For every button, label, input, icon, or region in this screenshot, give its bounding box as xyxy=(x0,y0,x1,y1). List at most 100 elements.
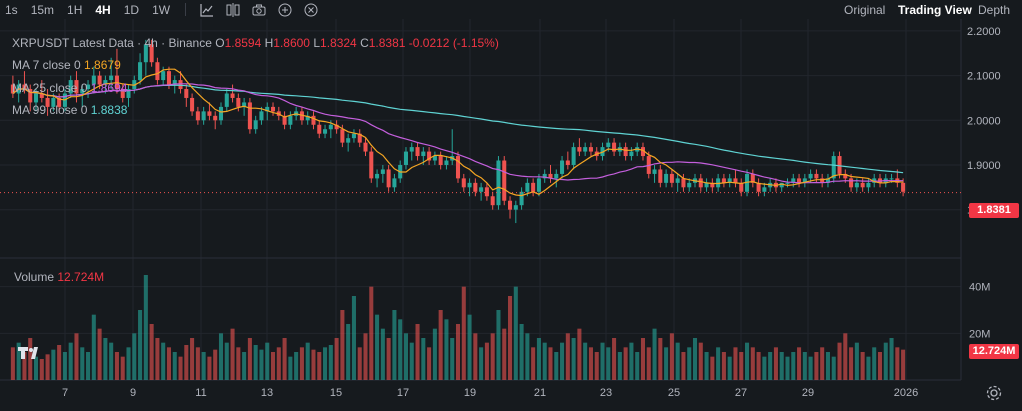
candle-body xyxy=(612,142,617,152)
volume-bar xyxy=(901,349,906,380)
open-value: 1.8594 xyxy=(224,36,262,50)
candle-body xyxy=(33,93,39,103)
candle-body xyxy=(577,147,582,152)
candle-body xyxy=(721,178,726,183)
ma7-legend: MA 7 close 0 1.8679 xyxy=(12,58,121,72)
volume-bar xyxy=(403,333,408,380)
timeframe-1d[interactable]: 1D xyxy=(123,2,140,17)
candle-body xyxy=(103,80,108,85)
candle-body xyxy=(542,173,547,179)
ma7-value: 1.8679 xyxy=(84,58,121,72)
volume-bar xyxy=(265,342,270,380)
candle-body xyxy=(282,115,287,125)
candle-body xyxy=(467,182,472,188)
volume-legend: Volume 12.724M xyxy=(14,270,104,284)
ma7-line xyxy=(12,68,904,197)
candle-body xyxy=(502,160,507,201)
time-tick-label: 11 xyxy=(195,387,206,399)
candle-body xyxy=(484,187,489,197)
close-icon[interactable] xyxy=(304,3,318,17)
candle-body xyxy=(762,187,767,192)
candle-body xyxy=(39,93,44,98)
candle-body xyxy=(224,93,229,107)
price-tick-label: 2.1000 xyxy=(967,71,1001,83)
candle-body xyxy=(525,182,530,192)
volume-bar xyxy=(860,352,865,380)
candle-body xyxy=(664,173,669,183)
volume-bar xyxy=(195,347,200,380)
volume-bar xyxy=(444,319,449,380)
volume-bar xyxy=(375,314,380,380)
ma25-value: 1.8694 xyxy=(90,81,128,95)
volume-bar xyxy=(525,333,530,380)
volume-bar xyxy=(467,314,472,380)
candle-body xyxy=(473,182,478,192)
volume-bar xyxy=(704,352,709,380)
timeframe-15m[interactable]: 15m xyxy=(30,2,55,17)
camera-icon[interactable] xyxy=(252,3,266,17)
volume-bar xyxy=(646,347,651,380)
volume-bar xyxy=(190,338,195,380)
volume-bar xyxy=(600,342,605,380)
candle-body xyxy=(565,160,570,165)
volume-bar xyxy=(450,338,455,380)
open-label: O xyxy=(215,36,225,50)
high-label: H xyxy=(264,36,274,50)
volume-bar xyxy=(675,342,680,380)
volume-bar xyxy=(745,342,750,380)
timeframe-4h[interactable]: 4H xyxy=(95,2,111,17)
candle-body xyxy=(386,169,391,188)
volume-bar xyxy=(554,352,559,380)
volume-bar xyxy=(288,356,293,380)
price-tick-label: 2.0000 xyxy=(967,115,1001,127)
volume-bar xyxy=(854,342,859,380)
timeframe-1h[interactable]: 1H xyxy=(67,2,83,17)
volume-bar xyxy=(594,352,599,380)
volume-bar xyxy=(138,310,143,380)
settings-gear-icon[interactable] xyxy=(986,385,1002,401)
candle-body xyxy=(28,89,33,103)
candle-body xyxy=(843,173,848,179)
candle-body xyxy=(317,124,322,134)
volume-bar xyxy=(484,342,489,380)
compare-icon[interactable] xyxy=(226,2,240,17)
volume-bar xyxy=(317,352,322,380)
time-tick-label: 27 xyxy=(735,387,747,399)
volume-label: Volume xyxy=(14,270,55,284)
ma25-legend: MA 25 close 0 1.8694 xyxy=(12,81,127,95)
timeframe-1w[interactable]: 1W xyxy=(152,2,171,17)
candle-body xyxy=(837,156,842,174)
candle-body xyxy=(681,178,686,188)
view-trading-view[interactable]: Trading View xyxy=(898,3,972,17)
volume-bar xyxy=(531,347,536,380)
candle-body xyxy=(80,89,85,94)
timeframe-1s[interactable]: 1s xyxy=(5,2,18,17)
candle-body xyxy=(155,62,160,81)
indicator-icon[interactable] xyxy=(200,3,214,17)
time-tick-label: 2026 xyxy=(894,387,918,399)
candle-body xyxy=(415,147,420,157)
view-depth[interactable]: Depth xyxy=(978,3,1011,17)
volume-bar xyxy=(785,356,790,380)
volume-bar xyxy=(409,342,414,380)
candle-body xyxy=(490,196,495,206)
volume-bar xyxy=(218,333,224,380)
tradingview-logo-icon xyxy=(18,347,38,359)
candle-body xyxy=(45,97,50,107)
volume-bar xyxy=(698,342,703,380)
view-original[interactable]: Original xyxy=(844,3,886,17)
candle-body xyxy=(560,160,565,174)
volume-bar xyxy=(386,338,391,380)
candle-body xyxy=(866,182,871,188)
candle-body xyxy=(380,169,385,174)
volume-bar xyxy=(496,310,501,380)
plus-icon[interactable] xyxy=(278,3,292,17)
candle-body xyxy=(97,75,102,85)
close-label: C xyxy=(360,36,369,50)
volume-bar xyxy=(623,347,628,380)
candle-body xyxy=(195,111,200,121)
volume-bar xyxy=(658,338,663,380)
candle-body xyxy=(323,129,328,134)
candlestick-chart[interactable]: 2.20002.10002.00001.90001.799940M20M7911… xyxy=(0,19,1022,411)
volume-bar xyxy=(797,347,802,380)
